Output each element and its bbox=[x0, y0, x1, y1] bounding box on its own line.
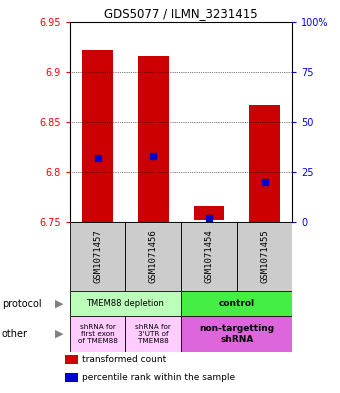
Bar bbox=[249, 105, 280, 224]
Text: GSM1071454: GSM1071454 bbox=[204, 230, 214, 283]
Bar bbox=[138, 56, 169, 224]
Bar bbox=[193, 206, 224, 220]
Bar bbox=[237, 222, 292, 291]
Bar bbox=[181, 222, 237, 291]
Bar bbox=[70, 291, 181, 316]
Text: control: control bbox=[219, 299, 255, 308]
Text: percentile rank within the sample: percentile rank within the sample bbox=[82, 373, 236, 382]
Text: ▶: ▶ bbox=[55, 329, 64, 339]
Text: GSM1071457: GSM1071457 bbox=[93, 230, 102, 283]
Bar bbox=[65, 355, 78, 364]
Text: protocol: protocol bbox=[2, 299, 41, 309]
Bar bbox=[125, 316, 181, 352]
Title: GDS5077 / ILMN_3231415: GDS5077 / ILMN_3231415 bbox=[104, 7, 258, 20]
Bar bbox=[70, 222, 125, 291]
Bar bbox=[181, 291, 292, 316]
Text: non-targetting
shRNA: non-targetting shRNA bbox=[199, 324, 274, 344]
Text: ▶: ▶ bbox=[55, 299, 64, 309]
Text: GSM1071455: GSM1071455 bbox=[260, 230, 269, 283]
Bar bbox=[70, 316, 125, 352]
Text: shRNA for
3'UTR of
TMEM88: shRNA for 3'UTR of TMEM88 bbox=[135, 324, 171, 344]
Text: transformed count: transformed count bbox=[82, 355, 167, 364]
Text: shRNA for
first exon
of TMEM88: shRNA for first exon of TMEM88 bbox=[78, 324, 118, 344]
Bar bbox=[65, 373, 78, 382]
Bar bbox=[181, 316, 292, 352]
Bar bbox=[125, 222, 181, 291]
Text: TMEM88 depletion: TMEM88 depletion bbox=[86, 299, 164, 308]
Bar bbox=[82, 50, 113, 224]
Text: GSM1071456: GSM1071456 bbox=[149, 230, 158, 283]
Text: other: other bbox=[2, 329, 28, 339]
